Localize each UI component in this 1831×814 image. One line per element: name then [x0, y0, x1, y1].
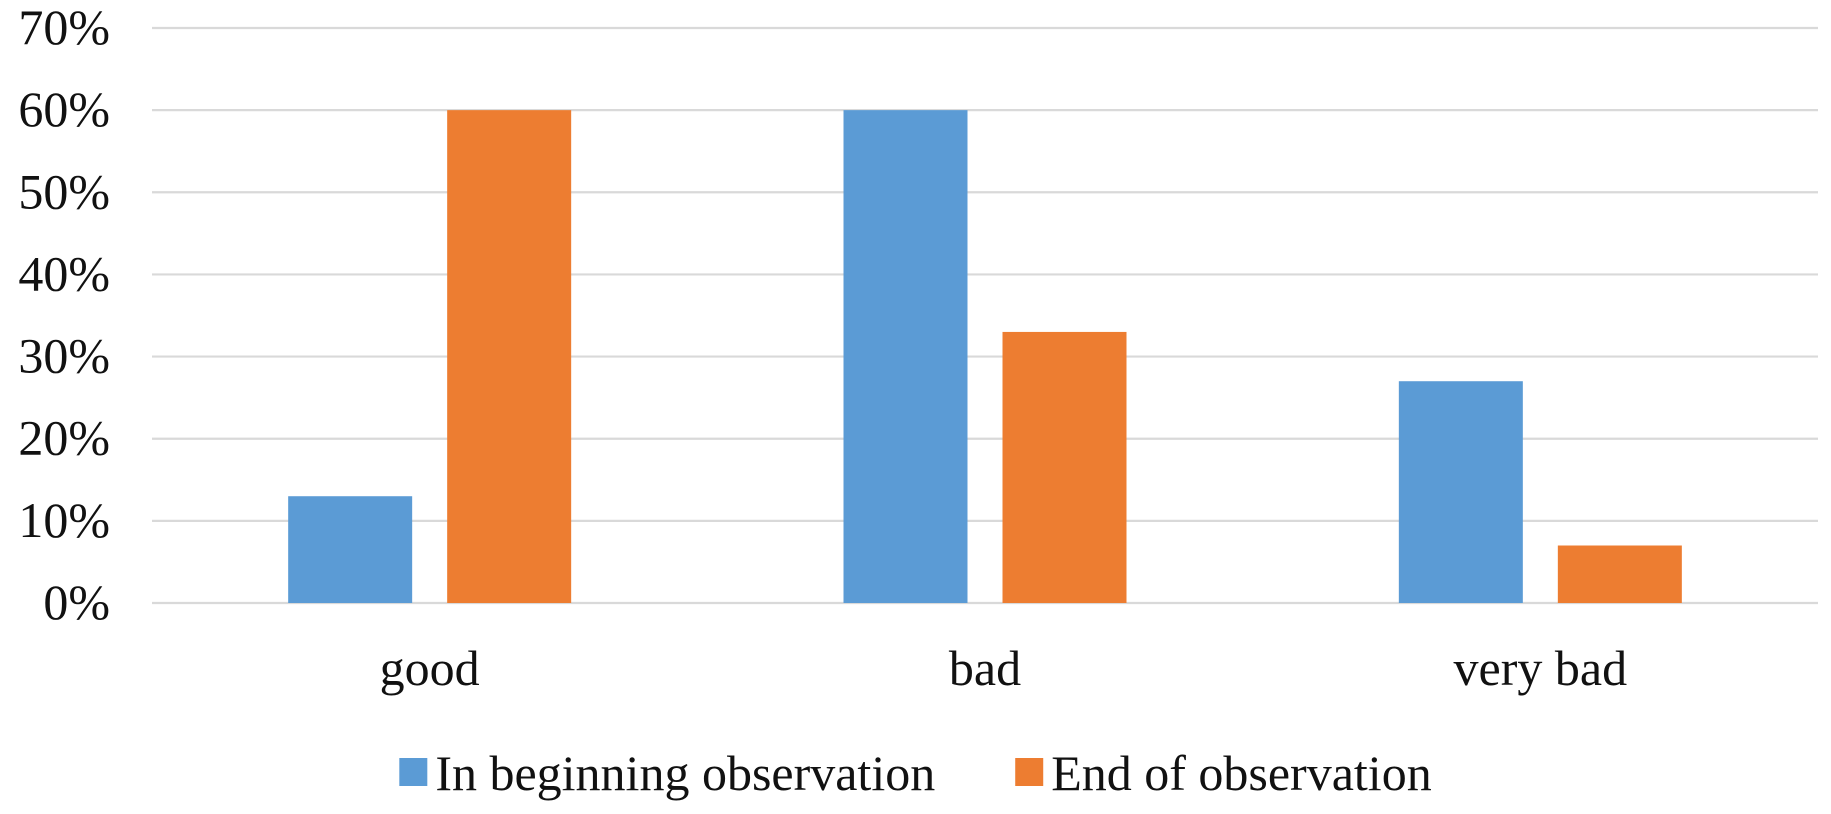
legend-swatch	[1015, 758, 1044, 786]
y-tick-label: 0%	[43, 574, 110, 630]
x-category-label: bad	[949, 640, 1021, 696]
y-tick-label: 10%	[18, 492, 110, 548]
y-tick-label: 50%	[18, 163, 110, 219]
gridlines	[152, 26, 1818, 605]
y-tick-label: 60%	[18, 81, 110, 137]
x-axis-category-labels: good bad very bad	[380, 640, 1627, 696]
bar-good-series-2	[447, 110, 572, 604]
bar-bad-series-2	[1002, 331, 1127, 603]
x-category-label: good	[380, 640, 480, 696]
bar-good-series-1	[288, 496, 413, 603]
legend-swatch	[399, 758, 428, 786]
legend-label: In beginning observation	[435, 745, 935, 801]
y-tick-label: 40%	[18, 245, 110, 301]
y-tick-label: 70%	[18, 0, 110, 55]
y-tick-label: 20%	[18, 410, 110, 466]
bar-bad-series-1	[843, 110, 968, 604]
x-category-label: very bad	[1454, 640, 1628, 696]
bar-very-bad-series-2	[1557, 545, 1682, 603]
legend-item: End of observation	[1015, 745, 1432, 801]
legend: In beginning observation End of observati…	[399, 745, 1432, 801]
legend-label: End of observation	[1051, 745, 1431, 801]
y-tick-label: 30%	[18, 328, 110, 384]
legend-item: In beginning observation	[399, 745, 935, 801]
bar-very-bad-series-1	[1398, 381, 1523, 603]
y-axis-ticks: 0% 10% 20% 30% 40% 50% 60% 70%	[18, 0, 110, 630]
bars	[288, 110, 1682, 604]
